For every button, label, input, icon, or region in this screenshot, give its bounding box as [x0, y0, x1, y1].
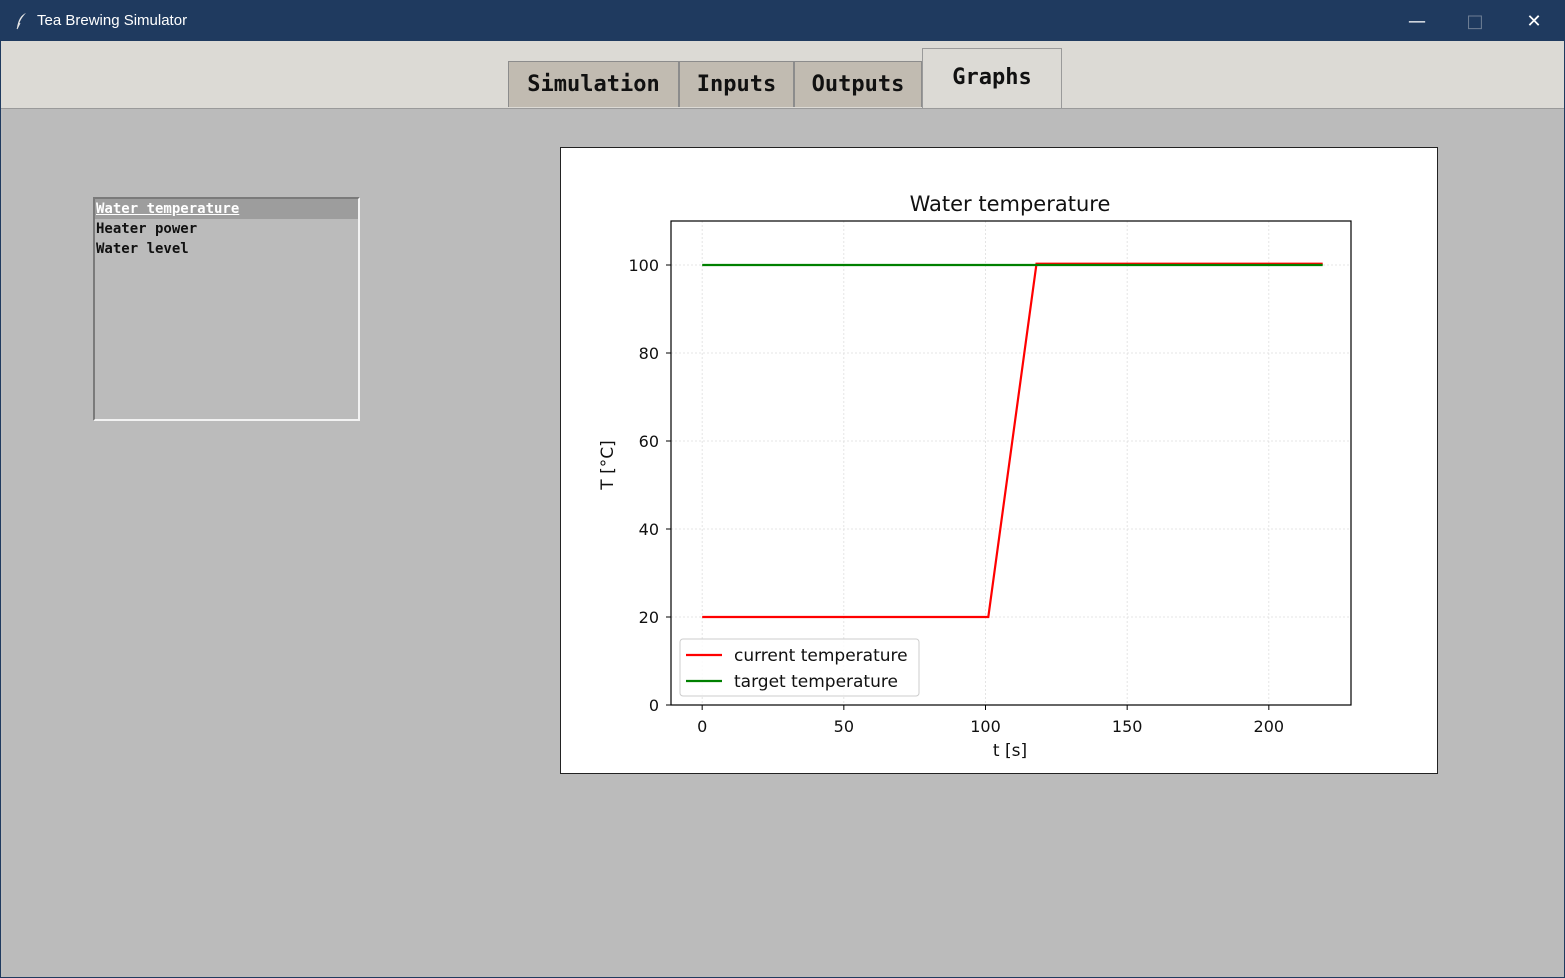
- chart-title: Water temperature: [910, 192, 1111, 216]
- legend-label: target temperature: [734, 672, 898, 692]
- chart-frame: Water temperature t [s] T [°C] 0 50 100 150…: [560, 147, 1438, 774]
- tab-bar: Simulation Inputs Outputs Graphs: [1, 41, 1564, 109]
- series-line-current-temperature: [702, 262, 1323, 619]
- tab-inputs[interactable]: Inputs: [679, 61, 794, 107]
- chart-legend: current temperature target temperature: [679, 638, 920, 697]
- x-tick-label: 200: [1254, 717, 1285, 736]
- x-tick-label: 50: [834, 717, 854, 736]
- y-tick-label: 80: [639, 344, 659, 363]
- x-tick-label: 100: [970, 717, 1001, 736]
- list-item-heater-power[interactable]: Heater power: [96, 221, 198, 237]
- x-tick-label: 150: [1112, 717, 1143, 736]
- list-item-water-temperature[interactable]: Water temperature: [95, 199, 358, 219]
- window-title: Tea Brewing Simulator: [37, 12, 188, 29]
- y-tick-label: 20: [639, 608, 659, 627]
- legend-box: [679, 638, 920, 697]
- feather-icon: [16, 13, 26, 30]
- list-item-water-level[interactable]: Water level: [96, 241, 189, 257]
- legend-label: current temperature: [734, 646, 908, 666]
- title-bar[interactable]: Tea Brewing Simulator — □ ✕: [1, 1, 1564, 41]
- graph-listbox[interactable]: Water temperature Heater power Water lev…: [93, 197, 360, 421]
- tab-simulation[interactable]: Simulation: [508, 61, 679, 107]
- y-tick-label: 60: [639, 432, 659, 451]
- tab-outputs[interactable]: Outputs: [794, 61, 922, 107]
- y-tick-label: 0: [649, 696, 659, 715]
- y-axis-label: T [°C]: [598, 440, 618, 490]
- graphs-panel: Water temperature Heater power Water lev…: [3, 109, 1564, 977]
- x-axis-label: t [s]: [993, 741, 1027, 761]
- y-tick-label: 40: [639, 520, 659, 539]
- water-temperature-chart: Water temperature t [s] T [°C] 0 50 100 150…: [598, 192, 1352, 761]
- maximize-button[interactable]: □: [1466, 10, 1484, 32]
- x-tick-label: 0: [697, 717, 707, 736]
- close-button[interactable]: ✕: [1526, 10, 1542, 32]
- y-tick-label: 100: [628, 256, 659, 275]
- plot-area-border: [670, 220, 1352, 706]
- minimize-button[interactable]: —: [1408, 10, 1426, 32]
- tab-graphs[interactable]: Graphs: [922, 48, 1062, 108]
